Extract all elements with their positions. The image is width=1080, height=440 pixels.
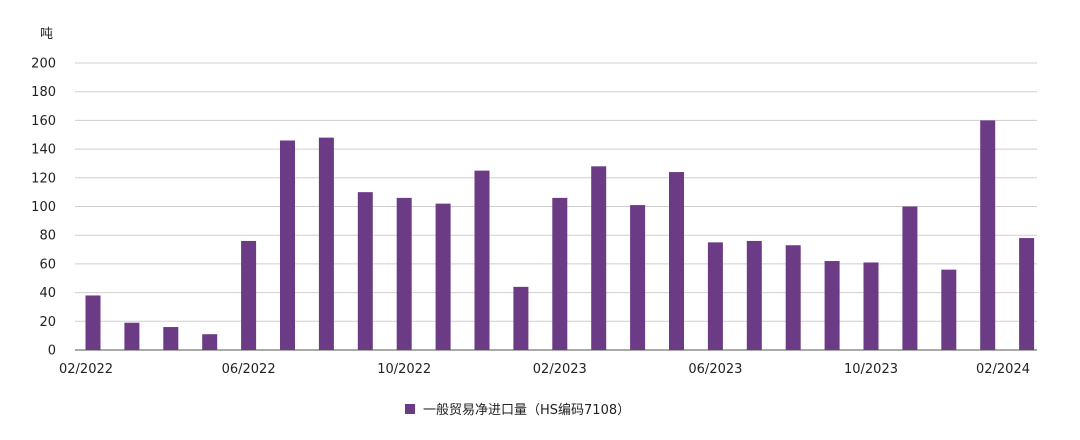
bar (1019, 238, 1035, 350)
bar (746, 240, 762, 350)
y-tick-label: 100 (31, 200, 56, 215)
bar (630, 205, 646, 350)
bar (396, 197, 412, 350)
bar (980, 120, 996, 351)
y-tick-label: 160 (31, 114, 56, 129)
bar (280, 140, 295, 350)
bar (85, 295, 101, 350)
y-axis-ticks: 0 20 40 60 80 100 120 140 160 180 200 (31, 57, 56, 359)
y-tick-label: 180 (31, 85, 56, 100)
bar (591, 166, 607, 350)
bar-series (85, 120, 1035, 351)
bar (124, 322, 140, 350)
bar (863, 262, 879, 350)
y-axis-unit: 吨 (40, 27, 53, 42)
bar (241, 240, 257, 350)
bar (163, 327, 179, 350)
legend-swatch (405, 403, 415, 414)
y-tick-label: 200 (31, 57, 56, 72)
legend: 一般贸易净进口量（HS编码7108） (405, 399, 630, 418)
y-tick-label: 60 (39, 257, 56, 272)
bar (513, 286, 529, 350)
bar (552, 197, 568, 350)
bar (202, 334, 218, 350)
bar (824, 261, 840, 350)
y-tick-label: 40 (39, 286, 56, 301)
y-tick-label: 20 (39, 315, 56, 330)
bar (707, 242, 723, 350)
x-tick-label: 10/2022 (377, 362, 431, 377)
y-tick-label: 120 (31, 171, 56, 186)
x-tick-label: 02/2022 (59, 362, 113, 377)
bar (669, 172, 684, 350)
bar (941, 269, 957, 350)
x-tick-label: 06/2022 (222, 362, 276, 377)
x-tick-label: 06/2023 (688, 362, 742, 377)
x-tick-label: 02/2023 (533, 362, 587, 377)
x-axis-ticks: 02/2022 06/2022 10/2022 02/2023 06/2023 10/20… (59, 362, 1030, 377)
bar (357, 192, 373, 350)
bar (902, 206, 918, 350)
bar (435, 203, 451, 350)
bar (474, 170, 490, 350)
y-tick-label: 140 (31, 143, 56, 158)
bar (785, 245, 801, 350)
bar (318, 137, 334, 350)
y-tick-label: 0 (48, 344, 56, 359)
legend-label: 一般贸易净进口量（HS编码7108） (423, 403, 631, 418)
x-tick-label: 10/2023 (844, 362, 898, 377)
y-tick-label: 80 (39, 229, 56, 244)
x-tick-label: 02/2024 (976, 362, 1030, 377)
